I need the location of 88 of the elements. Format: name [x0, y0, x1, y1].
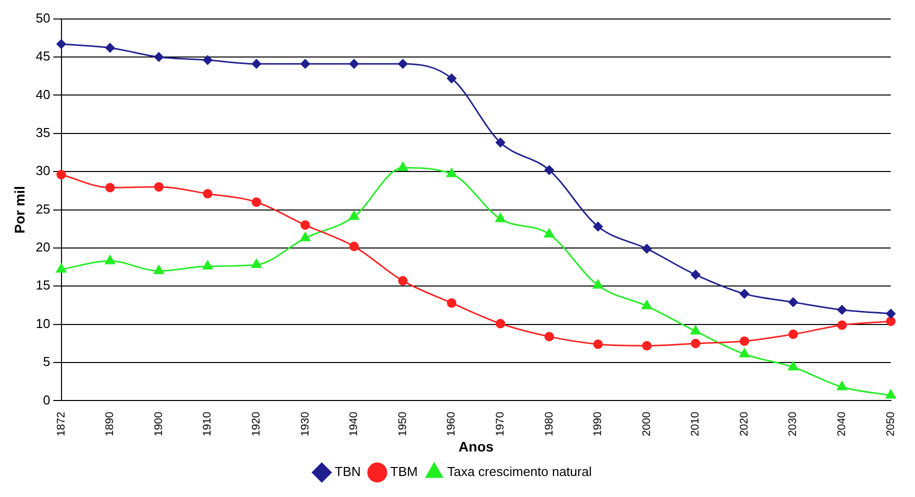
point [739, 348, 750, 358]
point [642, 340, 652, 350]
point [56, 264, 66, 273]
point [398, 276, 408, 286]
point [740, 336, 750, 346]
x-tick-label: 1910 [202, 412, 214, 436]
y-tick-label: 50 [36, 10, 50, 26]
point [592, 280, 604, 289]
x-tick-label: 1950 [396, 412, 409, 436]
point [544, 332, 554, 342]
point [446, 74, 456, 84]
point [56, 39, 66, 49]
y-tick-label: 20 [36, 240, 50, 255]
point [446, 298, 456, 308]
point [544, 228, 554, 238]
point [788, 361, 798, 370]
point [642, 300, 652, 310]
x-tick-label: 1980 [543, 412, 556, 436]
point [496, 138, 506, 148]
point [593, 222, 603, 232]
point [886, 308, 896, 318]
legend-label: Taxa crescimento natural [447, 464, 592, 480]
point [788, 297, 798, 307]
point [446, 168, 457, 178]
point [544, 165, 554, 175]
point [690, 325, 701, 334]
x-tick-label: 2040 [836, 412, 848, 436]
x-tick-label: 2030 [787, 412, 800, 436]
x-tick-label: 1940 [348, 412, 360, 436]
x-tick-label: 1890 [104, 412, 116, 436]
point [496, 318, 506, 328]
point [740, 289, 750, 299]
point [690, 270, 700, 280]
legend-label: TBN [334, 464, 361, 480]
x-tick-label: 1872 [55, 412, 68, 436]
x-tick-label: 1920 [250, 412, 262, 436]
point [495, 213, 506, 222]
point [105, 182, 115, 192]
point [398, 59, 408, 69]
point [642, 244, 652, 254]
point [349, 59, 359, 69]
point [690, 338, 700, 348]
y-tick-label: 5 [43, 354, 50, 370]
y-tick-label: 35 [36, 124, 50, 140]
x-tick-label: 2010 [690, 412, 702, 436]
x-tick-label: 2000 [640, 412, 653, 436]
point [154, 52, 164, 62]
point [202, 188, 212, 198]
point [202, 260, 213, 270]
x-tick-label: 2020 [738, 412, 750, 436]
point [252, 59, 262, 69]
x-axis-title: Anos [458, 438, 494, 454]
x-tick-label: 1960 [446, 412, 458, 436]
y-tick-label: 15 [36, 278, 50, 293]
point [252, 197, 262, 207]
point [104, 255, 116, 264]
point [56, 170, 66, 180]
point [154, 265, 164, 274]
y-tick-label: 30 [36, 163, 50, 178]
point [154, 182, 164, 192]
point [348, 210, 360, 220]
point [300, 59, 310, 69]
point [300, 220, 310, 230]
x-tick-label: 2050 [884, 412, 897, 436]
point [837, 305, 847, 315]
y-tick-label: 0 [43, 392, 50, 408]
point [788, 330, 798, 340]
point [398, 162, 408, 172]
x-tick-label: 1990 [592, 412, 604, 436]
y-tick-label: 25 [36, 201, 50, 216]
point [251, 259, 262, 268]
x-tick-label: 1930 [299, 412, 312, 436]
point [836, 381, 848, 390]
y-tick-label: 45 [36, 48, 50, 64]
point [202, 55, 212, 65]
point [886, 390, 896, 399]
point [349, 242, 359, 252]
x-tick-label: 1970 [494, 412, 506, 436]
y-tick-label: 40 [36, 86, 50, 102]
point [300, 232, 310, 242]
y-tick-label: 10 [36, 316, 50, 331]
point [837, 320, 847, 330]
point [593, 339, 603, 349]
point [886, 316, 896, 326]
legend-label: TBM [390, 464, 418, 480]
point [105, 43, 115, 53]
y-axis-title: Por mil [11, 186, 28, 234]
x-tick-label: 1900 [152, 412, 165, 436]
